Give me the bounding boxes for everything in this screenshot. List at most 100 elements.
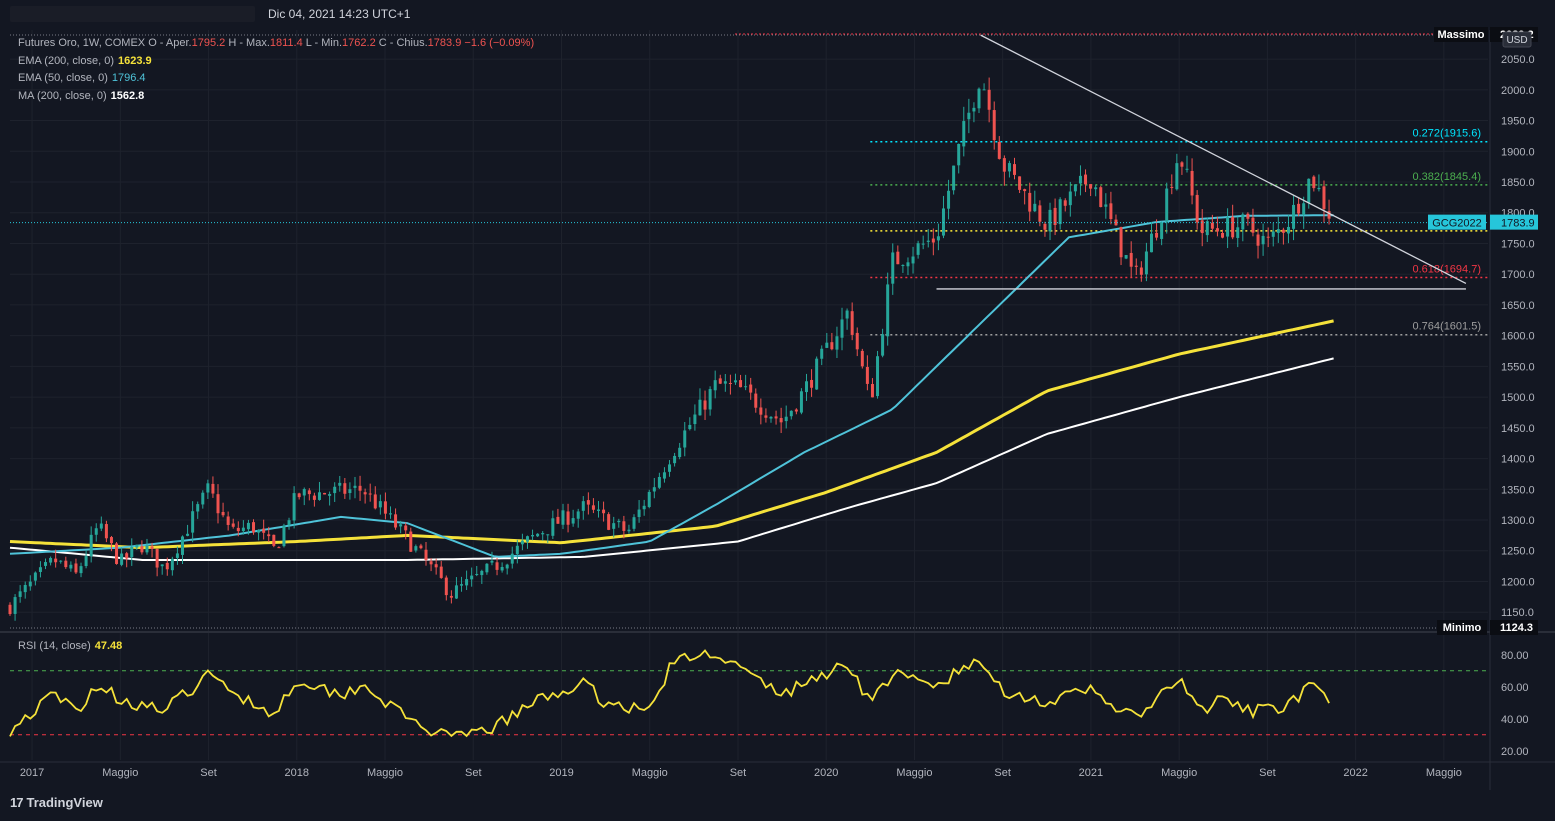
candle-body bbox=[69, 564, 73, 569]
fib-label: 0.618(1694.7) bbox=[1413, 263, 1482, 275]
candle-body bbox=[1033, 203, 1037, 212]
symbol-badge-text: GCG2022 bbox=[1432, 218, 1482, 230]
candle-body bbox=[28, 581, 32, 587]
candle-body bbox=[921, 243, 925, 245]
moving-averages bbox=[9, 214, 1334, 561]
candle-body bbox=[607, 514, 611, 530]
candle-body bbox=[520, 540, 524, 545]
candle-body bbox=[708, 389, 712, 410]
candle-body bbox=[485, 563, 489, 573]
ema200-legend[interactable]: EMA (200, close, 0) 1623.9 bbox=[18, 53, 534, 71]
candle-body bbox=[246, 522, 250, 530]
candle-body bbox=[328, 493, 332, 496]
candle-body bbox=[94, 528, 98, 535]
candle-body bbox=[576, 511, 580, 519]
candle-body bbox=[1327, 211, 1331, 219]
tradingview-text: TradingView bbox=[26, 795, 103, 810]
candle-body bbox=[419, 545, 423, 549]
candle-body bbox=[891, 252, 895, 284]
candle-body bbox=[723, 381, 727, 384]
candle-body bbox=[8, 604, 12, 615]
candle-body bbox=[1266, 236, 1270, 238]
candle-body bbox=[678, 447, 682, 458]
candle-body bbox=[865, 366, 869, 384]
candle-body bbox=[845, 310, 849, 319]
rsi-tick-label: 40.00 bbox=[1501, 714, 1529, 726]
candle-body bbox=[936, 236, 940, 241]
candle-body bbox=[89, 534, 93, 557]
candle-body bbox=[962, 121, 966, 147]
trendline-descending[interactable] bbox=[980, 34, 1467, 284]
candle-body bbox=[1210, 222, 1214, 229]
candle-body bbox=[531, 535, 535, 537]
candle-body bbox=[911, 256, 915, 264]
rsi-legend[interactable]: RSI (14, close) 47.48 bbox=[18, 640, 122, 652]
ema50-value: 1796.4 bbox=[111, 72, 146, 84]
min-value-text: 1124.3 bbox=[1500, 622, 1533, 634]
candle-body bbox=[1246, 213, 1250, 219]
price-badge[interactable] bbox=[1490, 214, 1538, 230]
ema50-legend[interactable]: EMA (50, close, 0) 1796.4 bbox=[18, 70, 534, 88]
price-tick-label: 1450.0 bbox=[1501, 423, 1535, 435]
candle-body bbox=[551, 518, 555, 536]
candle-body bbox=[926, 240, 930, 242]
candle-body bbox=[231, 523, 235, 527]
candle-body bbox=[165, 562, 169, 570]
candle-body bbox=[602, 509, 606, 514]
candle-body bbox=[1195, 194, 1199, 223]
time-tick-label: Maggio bbox=[102, 767, 138, 779]
price-tick-label: 1300.0 bbox=[1501, 515, 1535, 527]
candle-body bbox=[617, 520, 621, 523]
candle-body bbox=[49, 557, 53, 563]
candle-body bbox=[1007, 163, 1011, 172]
max-min-lines bbox=[10, 33, 1488, 629]
low-label: L - Min. bbox=[305, 37, 343, 49]
main-series-legend[interactable]: Futures Oro, 1W, COMEX O - Aper.1795.2 H… bbox=[18, 35, 534, 53]
candle-body bbox=[1165, 188, 1169, 222]
candle-body bbox=[323, 492, 327, 495]
time-tick-label: 2017 bbox=[20, 767, 44, 779]
candle-body bbox=[236, 527, 240, 532]
price-tick-label: 1700.0 bbox=[1501, 269, 1535, 281]
candle-body bbox=[257, 529, 261, 533]
candle-body bbox=[1048, 209, 1052, 232]
tradingview-brand[interactable]: 17 TradingView bbox=[10, 795, 103, 810]
candle-body bbox=[241, 527, 245, 532]
candle-body bbox=[805, 381, 809, 393]
candle-body bbox=[1073, 184, 1077, 192]
ma200-legend[interactable]: MA (200, close, 0) 1562.8 bbox=[18, 88, 534, 106]
candle-body bbox=[967, 112, 971, 120]
candle-body bbox=[840, 319, 844, 338]
candle-body bbox=[1226, 217, 1230, 237]
rsi-label: RSI (14, close) bbox=[18, 640, 91, 652]
candle-body bbox=[1028, 192, 1032, 212]
candle-body bbox=[835, 336, 839, 350]
candle-body bbox=[1236, 227, 1240, 238]
candle-body bbox=[277, 547, 281, 549]
candle-body bbox=[749, 384, 753, 393]
symbol-badge[interactable] bbox=[1428, 214, 1486, 230]
candle-body bbox=[1038, 205, 1042, 222]
candle-body bbox=[1023, 189, 1027, 192]
time-tick-label: 2019 bbox=[549, 767, 573, 779]
candle-body bbox=[1099, 187, 1103, 208]
candle-body bbox=[186, 533, 190, 536]
candle-body bbox=[404, 525, 408, 531]
candle-body bbox=[1104, 204, 1108, 207]
candle-body bbox=[59, 560, 63, 562]
candle-body bbox=[120, 553, 124, 565]
candle-body bbox=[475, 573, 479, 575]
candle-body bbox=[754, 393, 758, 408]
candle-body bbox=[952, 165, 956, 191]
candle-body bbox=[784, 416, 788, 422]
candle-body bbox=[125, 553, 129, 559]
candle-body bbox=[74, 563, 78, 573]
candle-body bbox=[23, 584, 27, 593]
candle-body bbox=[718, 378, 722, 384]
price-axis: 2050.02000.01950.01900.01850.01800.01750… bbox=[1428, 27, 1538, 635]
candle-body bbox=[1160, 222, 1164, 239]
currency-badge[interactable] bbox=[1502, 31, 1532, 48]
candle-body bbox=[662, 472, 666, 479]
high-label: H - Max. bbox=[228, 37, 270, 49]
